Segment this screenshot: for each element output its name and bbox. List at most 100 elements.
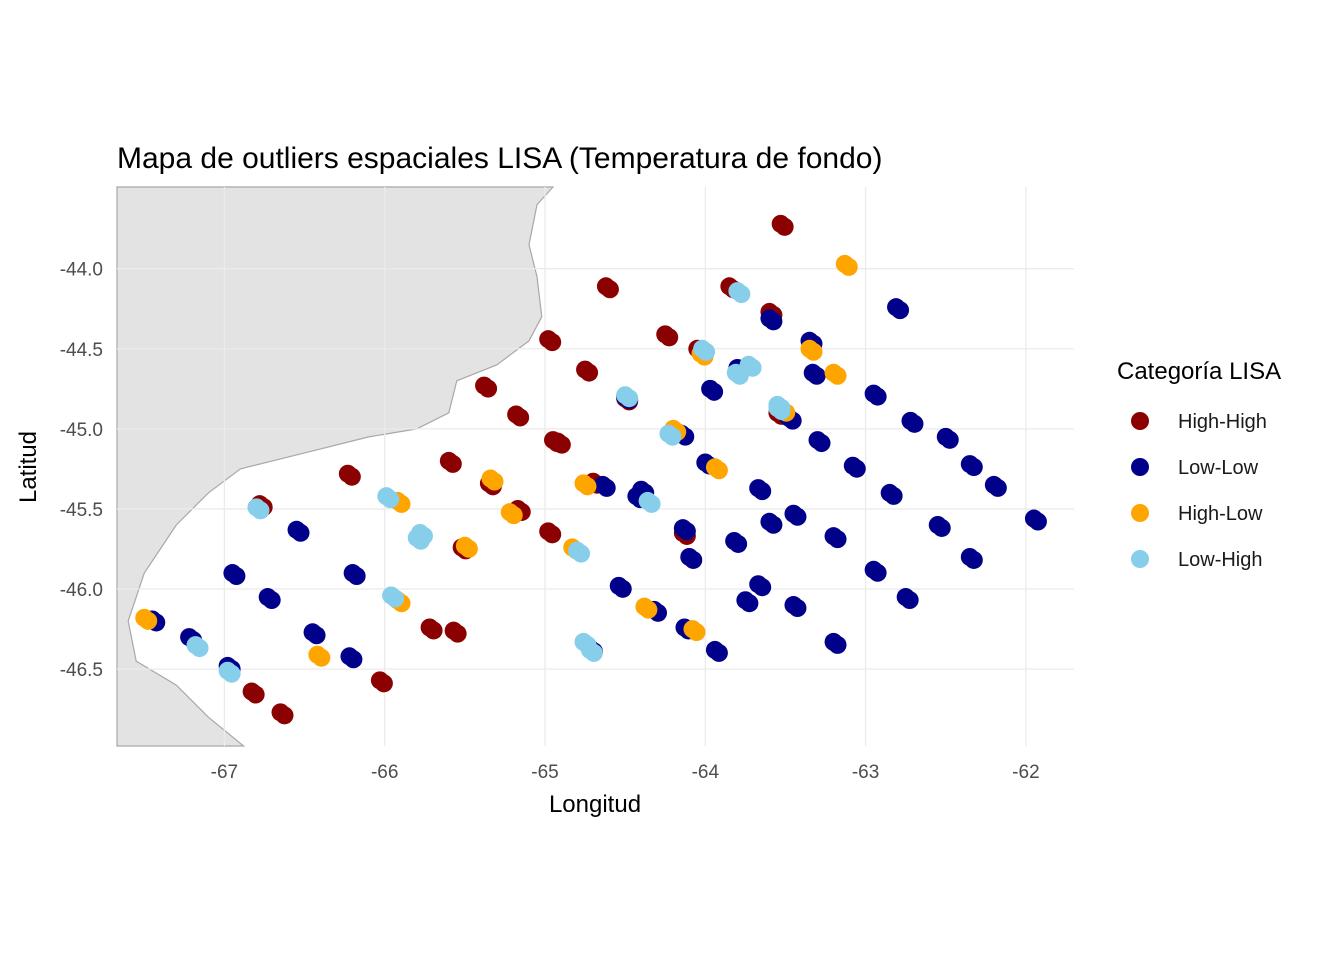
legend-items: High-High Low-Low High-Low Low-High [1131,411,1267,571]
data-point-low-high [730,366,749,385]
data-point-low-high [386,589,405,608]
data-point-high-high [424,621,443,640]
x-axis: -67 -66 -65 -64 -63 -62 [211,762,1040,783]
data-point-low-low [344,650,363,669]
data-point-low-high [222,664,241,683]
y-tick-label: -46.5 [60,660,103,681]
data-point-low-low [597,478,616,497]
data-point-low-high [697,342,716,361]
data-point-low-low [753,578,772,597]
data-point-high-high [246,685,265,704]
data-point-high-low [459,539,478,558]
legend-swatch-low-low [1131,458,1149,476]
data-point-low-low [740,594,759,613]
data-point-low-low [684,550,703,569]
data-point-low-low [905,414,924,433]
data-point-high-low [312,648,331,667]
legend-swatch-high-low [1131,504,1149,522]
data-point-high-high [511,408,530,427]
data-point-high-high [543,333,562,352]
legend-label: Low-High [1178,549,1262,571]
data-point-low-low [988,478,1007,497]
data-point-high-low [839,257,858,276]
legend-label: High-Low [1178,503,1263,525]
legend-swatch-high-high [1131,412,1149,430]
data-point-low-low [347,567,366,586]
data-point-low-low [812,434,831,453]
land-layer [116,186,555,747]
legend-label: High-High [1178,411,1267,433]
data-point-low-low [900,591,919,610]
x-tick-label: -62 [1012,762,1039,783]
x-axis-title: Longitud [549,791,641,818]
data-point-low-low [932,518,951,537]
data-point-low-low [847,459,866,478]
x-tick-label: -67 [211,762,238,783]
data-point-low-low [788,599,807,618]
data-point-high-low [578,477,597,496]
data-point-low-low [753,482,772,501]
data-point-high-high [448,624,467,643]
data-point-low-low [709,643,728,662]
data-point-high-high [479,379,498,398]
data-point-low-high [743,358,762,377]
data-point-low-low [807,366,826,385]
data-point-low-low [891,301,910,320]
data-point-high-high [443,454,462,473]
legend: Categoría LISA High-High Low-Low High-Low L… [1117,358,1281,571]
data-point-high-high [543,525,562,544]
data-point-high-low [139,611,158,630]
x-tick-label: -64 [692,762,720,783]
data-point-low-low [227,567,246,586]
map-panel [116,186,1074,747]
data-point-low-low [940,430,959,449]
legend-swatch-low-high [1131,550,1149,568]
data-point-high-low [828,366,847,385]
data-point-high-low [485,472,504,491]
data-point-low-high [572,544,591,563]
data-point-high-high [275,706,294,725]
legend-label: Low-Low [1178,457,1259,479]
x-tick-label: -66 [371,762,398,783]
data-point-low-low [788,507,807,526]
data-point-high-low [687,623,706,642]
data-point-low-low [1028,512,1047,531]
data-point-high-low [639,600,658,619]
data-point-low-high [772,398,791,417]
y-tick-label: -46.0 [60,580,103,601]
legend-title: Categoría LISA [1117,358,1281,385]
data-point-low-high [251,501,270,520]
data-point-low-high [620,389,639,408]
data-point-low-low [828,635,847,654]
data-point-low-low [613,579,632,598]
data-point-low-low [868,387,887,406]
data-point-low-high [584,643,603,662]
data-point-low-low [764,312,783,331]
points-layer [135,214,1047,725]
data-point-high-high [600,280,619,299]
data-point-low-high [732,285,751,304]
y-axis-title: Latitud [15,431,42,503]
data-point-high-high [775,217,794,236]
y-tick-label: -44.0 [60,260,103,281]
data-point-high-high [660,328,679,347]
data-point-high-high [342,467,361,486]
y-axis: -44.0 -44.5 -45.0 -45.5 -46.0 -46.5 [60,260,103,681]
data-point-low-low [964,458,983,477]
data-point-low-high [642,494,661,513]
y-tick-label: -44.5 [60,340,103,361]
data-point-low-low [307,626,326,645]
data-point-high-high [374,674,393,693]
data-point-low-high [381,490,400,509]
data-point-low-high [190,639,209,658]
data-point-high-low [709,461,728,480]
data-point-low-low [764,515,783,534]
land-polygon [116,186,555,747]
data-point-low-low [964,550,983,569]
data-point-low-low [868,563,887,582]
data-point-high-low [804,342,823,361]
data-point-low-low [884,486,903,505]
x-tick-label: -63 [852,762,879,783]
x-tick-label: -65 [531,762,558,783]
